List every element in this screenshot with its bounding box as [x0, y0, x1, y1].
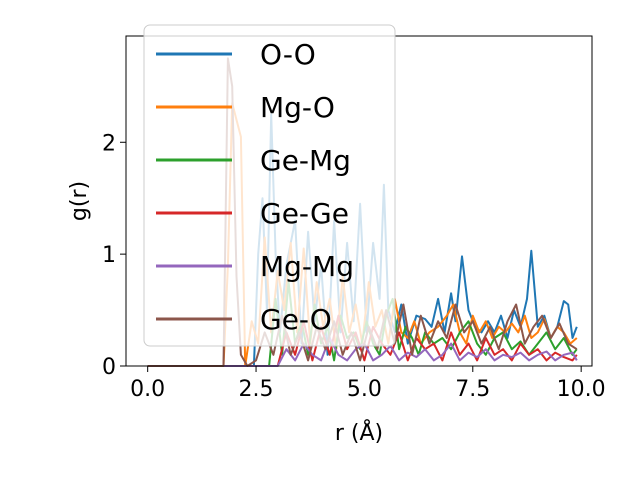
legend: O-O Mg-O Ge-Mg Ge-Ge Mg-Mg Ge-O	[143, 24, 396, 347]
x-tick-label: 2.5	[239, 377, 274, 402]
legend-label: Ge-O	[260, 303, 332, 336]
legend-label: O-O	[260, 38, 316, 71]
legend-label: Ge-Mg	[260, 144, 351, 177]
y-axis-label: g(r)	[67, 181, 92, 221]
x-axis-label: r (Å)	[335, 419, 383, 446]
x-tick-label: 0.0	[130, 377, 165, 402]
legend-label: Mg-Mg	[260, 250, 354, 283]
x-tick-label: 5.0	[347, 377, 382, 402]
ticks-layer: 0.0 2.5 5.0 7.5 10.0 0 1 2	[102, 131, 606, 402]
x-tick-label: 7.5	[455, 377, 490, 402]
y-tick-label: 1	[102, 243, 116, 268]
x-tick-label: 10.0	[557, 377, 606, 402]
legend-box	[143, 24, 396, 347]
y-tick-label: 0	[102, 355, 116, 380]
legend-label: Ge-Ge	[260, 197, 349, 230]
y-tick-label: 2	[102, 131, 116, 156]
legend-label: Mg-O	[260, 91, 335, 124]
series-line-mg-mg	[147, 337, 578, 367]
